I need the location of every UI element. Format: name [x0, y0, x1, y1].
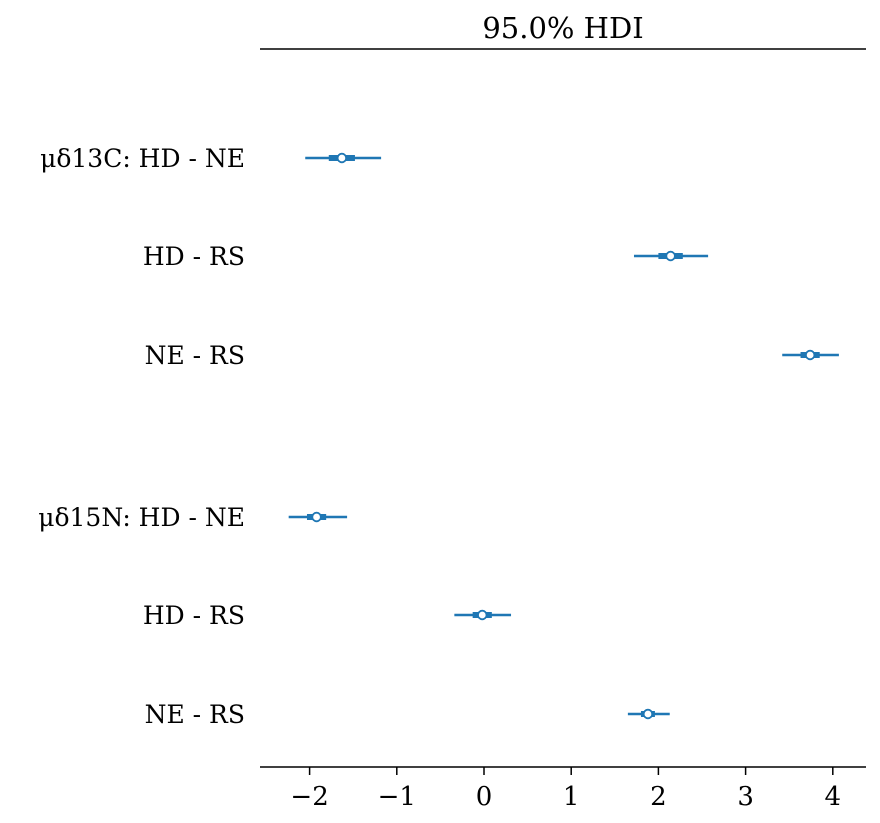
- x-tick-label: 2: [650, 782, 667, 812]
- row-label: NE - RS: [145, 700, 245, 729]
- mean-point: [477, 609, 488, 621]
- chart-title: 95.0% HDI: [482, 11, 643, 45]
- x-axis-ticks: −2 −1 0 1 2 3 4: [290, 767, 841, 812]
- mean-point: [665, 250, 676, 262]
- x-tick-label: 1: [563, 782, 580, 812]
- row-label: μδ15N: HD - NE: [38, 503, 245, 532]
- plot-area: [288, 152, 839, 720]
- row-label: HD - RS: [143, 601, 245, 630]
- mean-point: [336, 152, 348, 164]
- row-label: HD - RS: [143, 242, 245, 271]
- x-tick-label: 4: [825, 782, 842, 812]
- row-labels: μδ13C: HD - NE HD - RS NE - RS μδ15N: HD - …: [38, 144, 245, 729]
- x-tick-label: −2: [290, 782, 328, 812]
- mean-point: [804, 349, 816, 361]
- row-label: μδ13C: HD - NE: [40, 144, 245, 173]
- x-tick-label: 3: [737, 782, 754, 812]
- row-label: NE - RS: [145, 341, 245, 370]
- x-tick-label: −1: [378, 782, 416, 812]
- mean-point: [311, 511, 322, 523]
- x-tick-label: 0: [476, 782, 493, 812]
- mean-point: [642, 708, 654, 720]
